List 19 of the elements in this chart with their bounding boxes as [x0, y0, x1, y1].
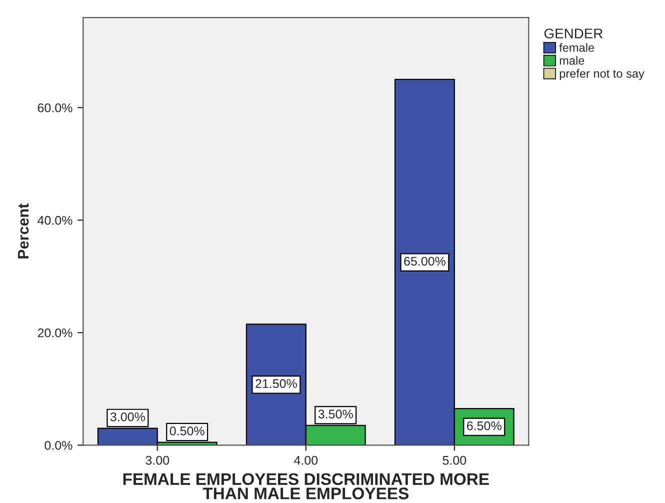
x-tick-label: 4.00: [294, 456, 318, 465]
x-tick-label: 5.00: [442, 456, 466, 465]
legend-label: female: [559, 43, 594, 52]
data-label: 3.50%: [318, 410, 353, 418]
y-tick-label: 0.0%: [44, 440, 72, 450]
y-tick-label: 40.0%: [38, 216, 72, 225]
y-axis-title: Percent: [18, 204, 29, 258]
x-tick-label: 3.00: [146, 456, 170, 465]
data-label: 3.00%: [110, 412, 145, 422]
legend-title: GENDER: [544, 28, 603, 38]
x-axis-title: FEMALE EMPLOYEES DISCRIMINATED MORE THAN MALE EMPLOYEES: [123, 473, 489, 500]
data-label: 21.50%: [256, 379, 297, 388]
y-tick-label: 60.0%: [38, 103, 72, 112]
legend-label: male: [560, 56, 584, 65]
data-label: 0.50%: [170, 426, 204, 436]
data-label: 6.50%: [467, 421, 502, 430]
data-label: 65.00%: [404, 256, 446, 266]
y-tick-label: 20.0%: [38, 328, 72, 338]
legend-label: prefer not to say: [560, 69, 644, 80]
